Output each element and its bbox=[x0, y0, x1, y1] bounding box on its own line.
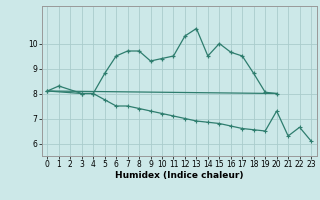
X-axis label: Humidex (Indice chaleur): Humidex (Indice chaleur) bbox=[115, 171, 244, 180]
